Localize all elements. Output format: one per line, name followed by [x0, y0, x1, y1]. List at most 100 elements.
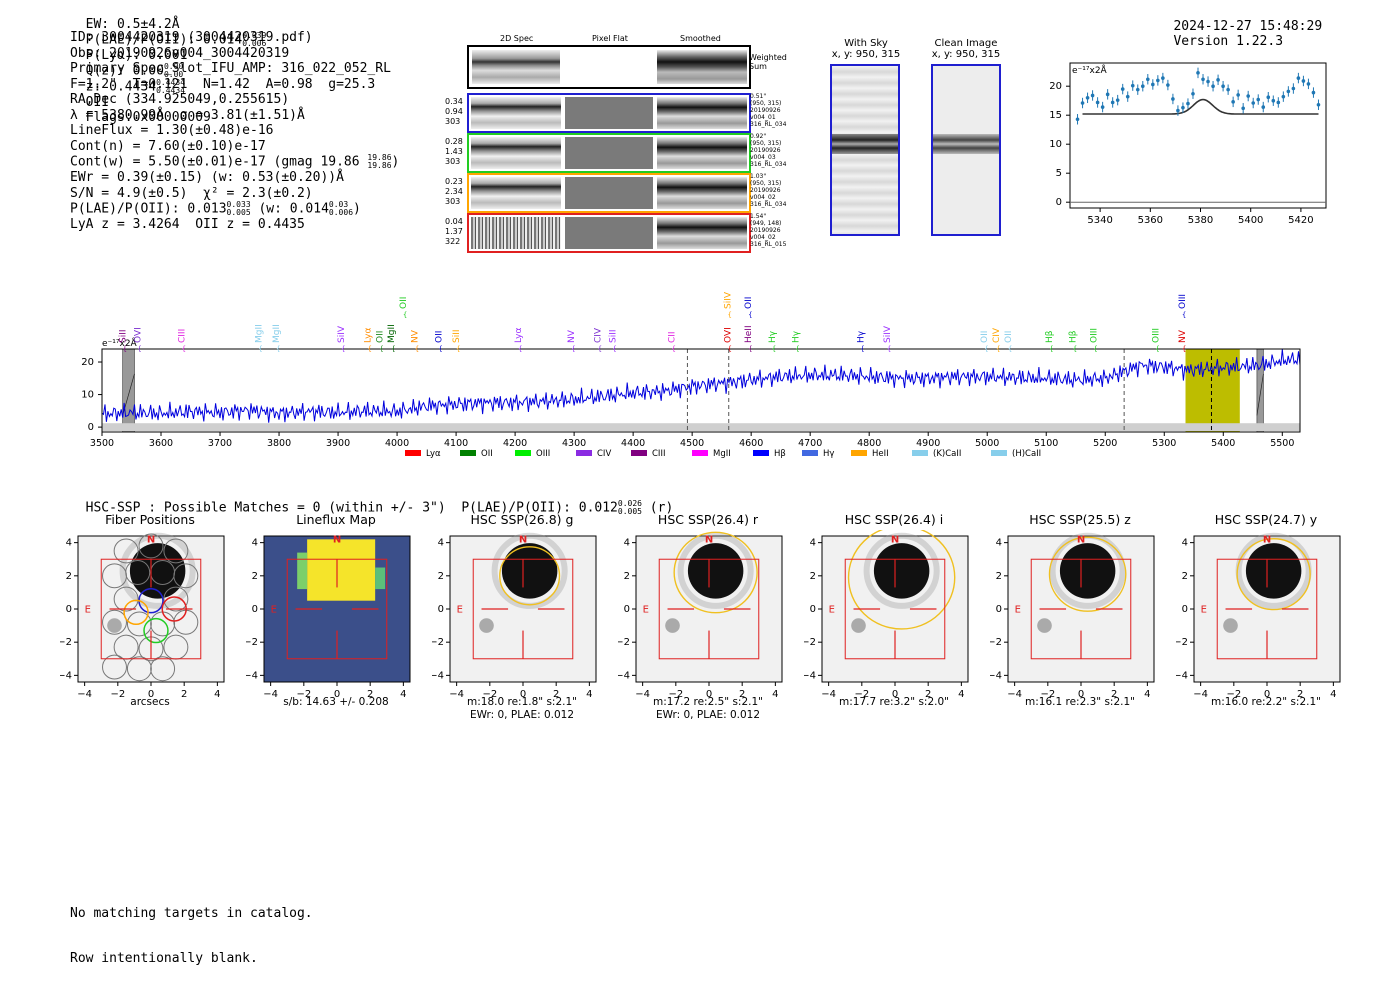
cutout-smooth [657, 177, 747, 209]
hsc-panel-image: N E 4 2 0 −2 −4 −4 −2 0 2 4 [1176, 532, 1341, 700]
zoom-data-point [1100, 105, 1105, 109]
hsc-xtick-label: −2 [482, 689, 497, 700]
info-ewr: EWr = 0.39(±0.15) (w: 0.53(±0.20))Å [70, 170, 344, 185]
hsc-ytick-label: −4 [1176, 670, 1188, 681]
emission-line-label: Hβ [1069, 330, 1079, 343]
faint-source [665, 618, 680, 633]
hsc-ytick-label: −2 [804, 637, 816, 648]
cutout-stat: 303 [445, 157, 461, 166]
emission-line-tick: { [1155, 345, 1159, 353]
cutout-stat: 0.28 [445, 137, 463, 146]
zoom-data-point [1236, 93, 1240, 97]
hsc-panel-title: HSC SSP(26.4) i [844, 512, 944, 527]
hsc-ytick-label: −4 [990, 670, 1002, 681]
emission-line-label: Lyα [364, 327, 374, 343]
cutout-frame [467, 93, 751, 133]
fiber-circle [102, 654, 127, 680]
zoom-data-point [1191, 91, 1195, 96]
mask-hatch [1256, 373, 1264, 416]
hsc-ytick-label: 4 [1182, 538, 1188, 549]
hsc-ytick-label: −2 [60, 637, 72, 648]
masked-region [122, 348, 135, 433]
spectrum-axes-frame [101, 348, 1301, 433]
spectrum-xtick-label: 4600 [739, 438, 763, 449]
emission-line-label: CIV [594, 327, 604, 343]
lineflux-blob [307, 539, 376, 601]
hsc-panel: HSC SSP(25.5) z N E 4 2 0 −2 −4 −4 −2 0 2 4 m:16.1 re… [990, 512, 1170, 727]
hsc-ytick-label: −2 [432, 637, 444, 648]
fiber-circle [163, 586, 189, 612]
clean-image-panel: Clean Image x, y: 950, 315 [926, 38, 1006, 60]
emission-line-label: OIII [1151, 328, 1161, 343]
faint-source [107, 618, 122, 633]
hsc-panel: HSC SSP(26.8) g N E 4 2 0 −2 −4 −4 −2 0 2 4 m:18.0 re… [432, 512, 612, 727]
legend-label: HeII [872, 449, 889, 459]
zoom-data-point [1075, 117, 1080, 122]
fiber-circle [113, 538, 139, 564]
catalog-note-line1: No matching targets in catalog. [70, 906, 313, 921]
aperture-ellipse [1236, 538, 1311, 611]
zoom-xtick-label: 5360 [1138, 215, 1163, 226]
emission-line-tick: { [123, 345, 127, 353]
hsc-summary-lo: 0.005 [617, 507, 642, 516]
legend-swatch [753, 450, 769, 456]
header-qz: Q(z): 0.00 [85, 63, 164, 79]
emission-line-label: SiII [608, 329, 618, 343]
cutout-stat: 0.04 [445, 217, 463, 226]
zoom-data-point [1115, 98, 1120, 102]
weighted-sum-frame [467, 45, 751, 89]
hsc-ytick-label: −2 [246, 637, 258, 648]
info-contw: Cont(w) = 5.50(±0.01)e-17 (gmag 19.86 19… [70, 153, 400, 170]
emission-line-label: CII [667, 331, 677, 343]
emission-line-label: SiII [119, 329, 129, 343]
zoom-data-point [1316, 102, 1321, 107]
hsc-ytick-label: 4 [810, 538, 816, 549]
bright-source [501, 543, 558, 599]
bright-source [1245, 543, 1302, 599]
cutout-stat: 303 [445, 197, 461, 206]
emission-line-tick: { [612, 345, 616, 353]
cutout-smooth [657, 217, 747, 249]
hsc-panel: Lineflux Map N E 4 2 0 −2 −4 −4 −2 0 2 4 s/b: 14.63 +… [246, 512, 426, 727]
emission-line-tick: { [1182, 345, 1186, 353]
cutout-row: 0.23 2.34 303 1.03" (950, 315) 20190926 v004_0… [440, 173, 800, 213]
north-label: N [891, 535, 899, 546]
emission-line-label: Hγ [791, 330, 801, 343]
zoom-data-point [1211, 84, 1215, 88]
hsc-ytick-label: 0 [624, 604, 630, 615]
weighted-sum-smooth [657, 50, 747, 84]
hsc-ytick-label: 0 [438, 604, 444, 615]
catalog-note-line2: Row intentionally blank. [70, 951, 258, 966]
hsc-caption-1: m:17.7 re:3.2" s:2.0" [839, 696, 949, 708]
spectrum-xtick-label: 3800 [267, 438, 291, 449]
emission-line-label: MgII [272, 324, 282, 343]
emission-line-label: OVI [133, 327, 143, 343]
emission-line-tick: { [137, 345, 141, 353]
hsc-xtick-label: 0 [706, 689, 712, 700]
cutout-meta-line: (950, 315) [750, 100, 782, 107]
emission-line-tick: { [671, 345, 675, 353]
header-qz-hi: 0.00 [163, 62, 184, 71]
hsc-ytick-label: −4 [804, 670, 816, 681]
hsc-ytick-label: −4 [618, 670, 630, 681]
cutout-meta-line: v004_02 [750, 194, 776, 201]
hsc-summary-hi: 0.026 [617, 499, 642, 508]
emission-line-label: OII [980, 331, 990, 343]
spectrum-xtick-label: 4700 [798, 438, 822, 449]
emission-line-tick: { [1008, 345, 1012, 353]
legend-swatch [515, 450, 531, 456]
bright-source [1059, 543, 1116, 599]
zoom-data-point [1281, 94, 1286, 99]
hsc-xtick-label: 2 [925, 689, 931, 700]
fiber-circle [126, 656, 152, 682]
hsc-xtick-label: −2 [668, 689, 683, 700]
legend-swatch [802, 450, 818, 456]
header-plya: P(Lyα): 0.001 [85, 48, 188, 63]
detection-info: ID: 3004420319 (3004420319.pdf) Obs: 201… [70, 30, 399, 233]
with-sky-panel: With Sky x, y: 950, 315 [826, 38, 906, 60]
emission-line-label: SiII [452, 329, 462, 343]
emission-line-tick: { [391, 345, 395, 353]
zoom-data-point [1120, 87, 1125, 91]
aperture-ellipse [673, 531, 758, 614]
with-sky-xy: x, y: 950, 315 [831, 49, 901, 60]
